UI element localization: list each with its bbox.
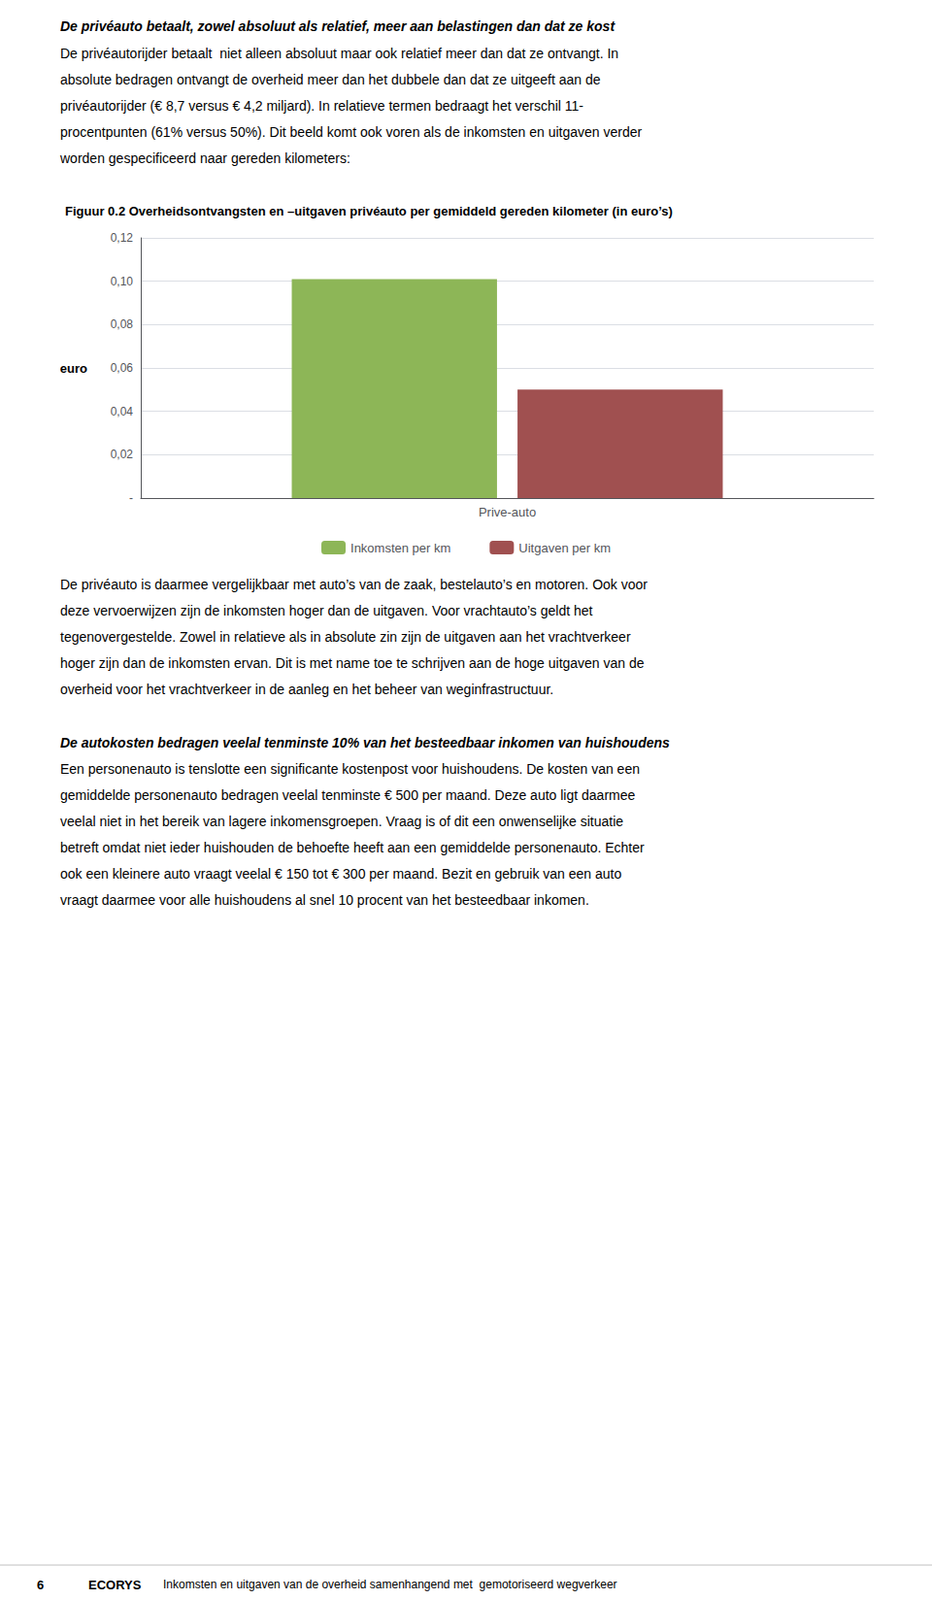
svg-text:Prive-auto: Prive-auto [478,504,536,520]
svg-text:gemiddelde personenauto bedrag: gemiddelde personenauto bedragen veelal … [60,787,636,803]
svg-text:De privéautorijder betaalt ni: De privéautorijder betaalt niet alleen a… [60,45,619,62]
svg-text:overheid voor het vrachtverkee: overheid voor het vrachtverkeer in de aa… [60,681,554,698]
svg-text:De privéauto betaalt, zowel ab: De privéauto betaalt, zowel absoluut als… [60,18,616,34]
svg-text:procentpunten (61% versus 50%): procentpunten (61% versus 50%). Dit beel… [60,124,643,140]
svg-text:worden gespecificeerd naar ger: worden gespecificeerd naar gereden kilom… [59,150,351,167]
svg-text:0,12: 0,12 [110,231,134,245]
svg-text:Inkomsten per km: Inkomsten per km [350,540,451,556]
svg-text:-: - [129,491,134,505]
svg-text:hoger zijn dan de inkomsten er: hoger zijn dan de inkomsten ervan. Dit i… [60,655,645,671]
svg-text:Uitgaven per km: Uitgaven per km [518,540,611,556]
svg-text:0,10: 0,10 [110,274,134,289]
svg-text:0,08: 0,08 [110,317,134,332]
svg-text:deze vervoerwijzen zijn de ink: deze vervoerwijzen zijn de inkomsten hog… [60,602,594,619]
svg-text:0,04: 0,04 [110,404,134,419]
svg-text:Inkomsten en uitgaven van de o: Inkomsten en uitgaven van de overheid sa… [163,1577,618,1592]
svg-text:vraagt daarmee voor alle huish: vraagt daarmee voor alle huishoudens al … [60,892,590,908]
svg-text:privéautorijder (€ 8,7 versus: privéautorijder (€ 8,7 versus € 4,2 milj… [60,98,584,114]
svg-text:veelal niet in het bereik van: veelal niet in het bereik van lagere ink… [60,813,624,830]
svg-text:ECORYS: ECORYS [88,1577,142,1593]
svg-text:Een personenauto is tenslotte: Een personenauto is tenslotte een signif… [60,761,640,777]
svg-text:De autokosten bedragen veelal: De autokosten bedragen veelal tenminste … [60,734,670,751]
svg-text:0,06: 0,06 [110,361,134,375]
svg-text:De privéauto is daarmee vergel: De privéauto is daarmee vergelijkbaar me… [60,576,648,593]
svg-text:tegenovergestelde. Zowel in re: tegenovergestelde. Zowel in relatieve al… [60,629,632,645]
svg-text:euro: euro [60,361,88,376]
svg-text:absolute bedragen ontvangt de: absolute bedragen ontvangt de overheid m… [60,71,601,88]
svg-text:ook een kleinere auto vraagt v: ook een kleinere auto vraagt veelal € 15… [60,865,623,882]
svg-text:0,02: 0,02 [110,447,134,462]
svg-text:6: 6 [36,1577,44,1593]
svg-text:betreft omdat niet ieder huish: betreft omdat niet ieder huishouden de b… [60,839,645,856]
svg-text:Figuur 0.2 Overheidsontvangste: Figuur 0.2 Overheidsontvangsten en –uitg… [65,203,673,219]
